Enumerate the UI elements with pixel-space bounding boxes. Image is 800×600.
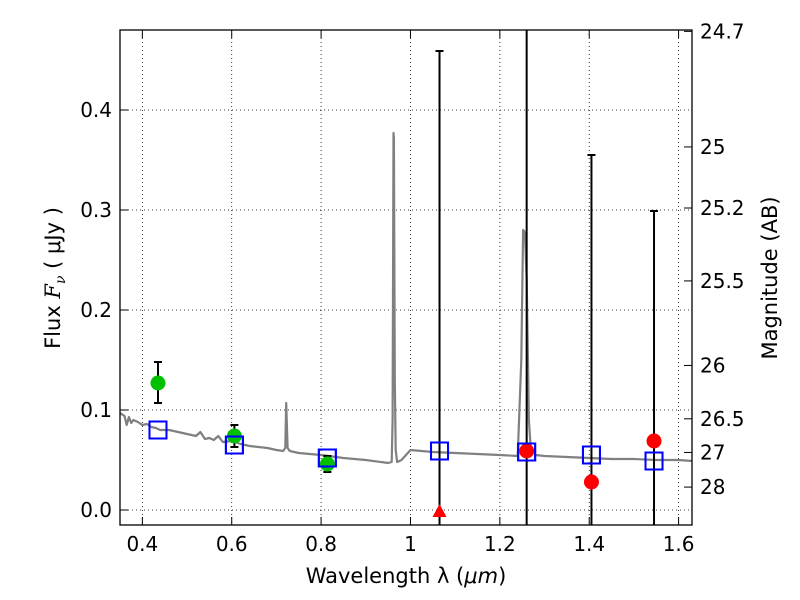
x-axis-label: Wavelength λ (μm) [306,564,507,588]
y-tick-label: 0.0 [80,498,112,522]
x-tick-label: 1 [404,532,417,556]
model-flux-square-outline [148,420,168,440]
y-tick-label: 0.1 [80,398,112,422]
upper-limit-triangle [432,504,447,517]
y-axis: 0.0 0.1 0.2 0.3 0.4 [80,98,128,522]
model-flux-square-outline [644,451,664,471]
gridlines [120,30,692,525]
plot-area [120,30,692,525]
magnitude-axis-label: Magnitude (AB) [758,196,782,359]
infrared-flux-point [519,443,535,459]
magnitude-tick-label: 25.2 [700,196,745,220]
model-spectrum-line [120,131,692,465]
model-flux-square-outline [317,448,337,468]
y-axis-label: Flux Fν ( μJy ) [41,207,69,349]
y-tick-label: 0.2 [80,298,112,322]
magnitude-tick-label: 25.5 [700,269,745,293]
model-flux-square-outline [224,435,244,455]
x-tick-label: 0.6 [216,532,248,556]
model-flux-square-outline [430,441,450,461]
magnitude-tick-label: 24.7 [700,19,745,43]
infrared-flux-point [646,433,662,449]
x-tick-label: 1.2 [484,532,516,556]
plot-clip-group [120,30,692,525]
magnitude-tick-label: 28 [700,475,725,499]
x-tick-label: 1.6 [663,532,695,556]
magnitude-tick-label: 27 [700,440,725,464]
magnitude-tick-label: 26.5 [700,407,745,431]
y-tick-label: 0.4 [80,98,112,122]
optical-detection-point [319,456,335,472]
y-tick-label: 0.3 [80,198,112,222]
x-tick-label: 1.4 [573,532,605,556]
magnitude-tick-label: 25 [700,135,725,159]
infrared-flux-point [583,474,599,490]
model-flux-square-outline [581,445,601,465]
x-axis: 0.4 0.6 0.8 1 1.2 1.4 1.6 [126,30,695,556]
x-tick-label: 0.4 [126,532,158,556]
magnitude-axis: 24.7 25 25.2 25.5 26 26.5 27 28 [684,19,745,499]
axes-frame [119,29,693,526]
magnitude-tick-label: 26 [700,353,725,377]
optical-detection-point [150,375,166,391]
model-flux-square-outline [517,442,537,462]
x-tick-label: 0.8 [305,532,337,556]
